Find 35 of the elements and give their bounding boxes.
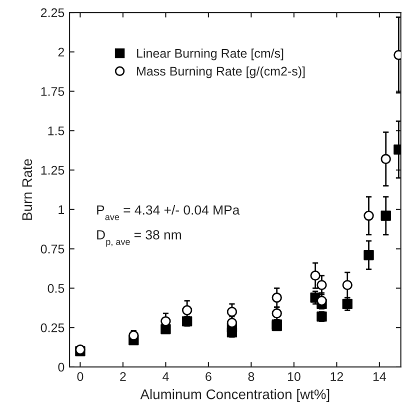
y-tick-label: 0.25	[40, 323, 64, 332]
x-tick-label: 2	[120, 372, 126, 381]
x-tick-label: 6	[206, 372, 212, 382]
annotation: Dp, ave = 38 nm	[97, 230, 181, 247]
y-tick-label: 2	[58, 48, 64, 56]
point	[364, 210, 374, 221]
point	[380, 154, 391, 164]
y-tick-label: 0.75	[40, 244, 64, 254]
y-tick-label: 2.25	[40, 8, 64, 18]
point	[160, 316, 171, 326]
annotation: Pave = 4.34 +/- 0.04 MPa	[97, 204, 240, 220]
y-tick-label: 1.75	[41, 87, 64, 96]
y-tick-label: 0.5	[48, 284, 64, 293]
x-tick-label: 4	[162, 372, 169, 381]
legend-label: Mass Burning Rate [g/(cm2-s)]	[137, 66, 305, 78]
point	[310, 270, 320, 281]
point	[380, 210, 391, 221]
y-tick-label: 1.5	[48, 126, 64, 136]
point	[316, 280, 327, 290]
point	[182, 305, 192, 316]
x-tick-label: 0	[77, 372, 84, 382]
legend-label: Linear Burning Rate [cm/s]	[137, 48, 284, 60]
point	[272, 292, 282, 303]
y-axis-title: Burn Rate	[22, 159, 32, 220]
y-tick-label: 1.25	[41, 166, 64, 175]
x-tick-label: 12	[330, 372, 344, 381]
x-axis-title: Aluminum Concentration [wt%]	[140, 389, 330, 402]
x-tick-label: 10	[288, 372, 300, 382]
x-tick-label: 8	[248, 372, 254, 382]
x-tick-label: 14	[373, 372, 386, 381]
y-tick-label: 1	[58, 205, 64, 214]
y-tick-label: 0	[58, 362, 64, 372]
point	[364, 250, 374, 260]
point	[342, 280, 352, 290]
point	[128, 330, 139, 341]
